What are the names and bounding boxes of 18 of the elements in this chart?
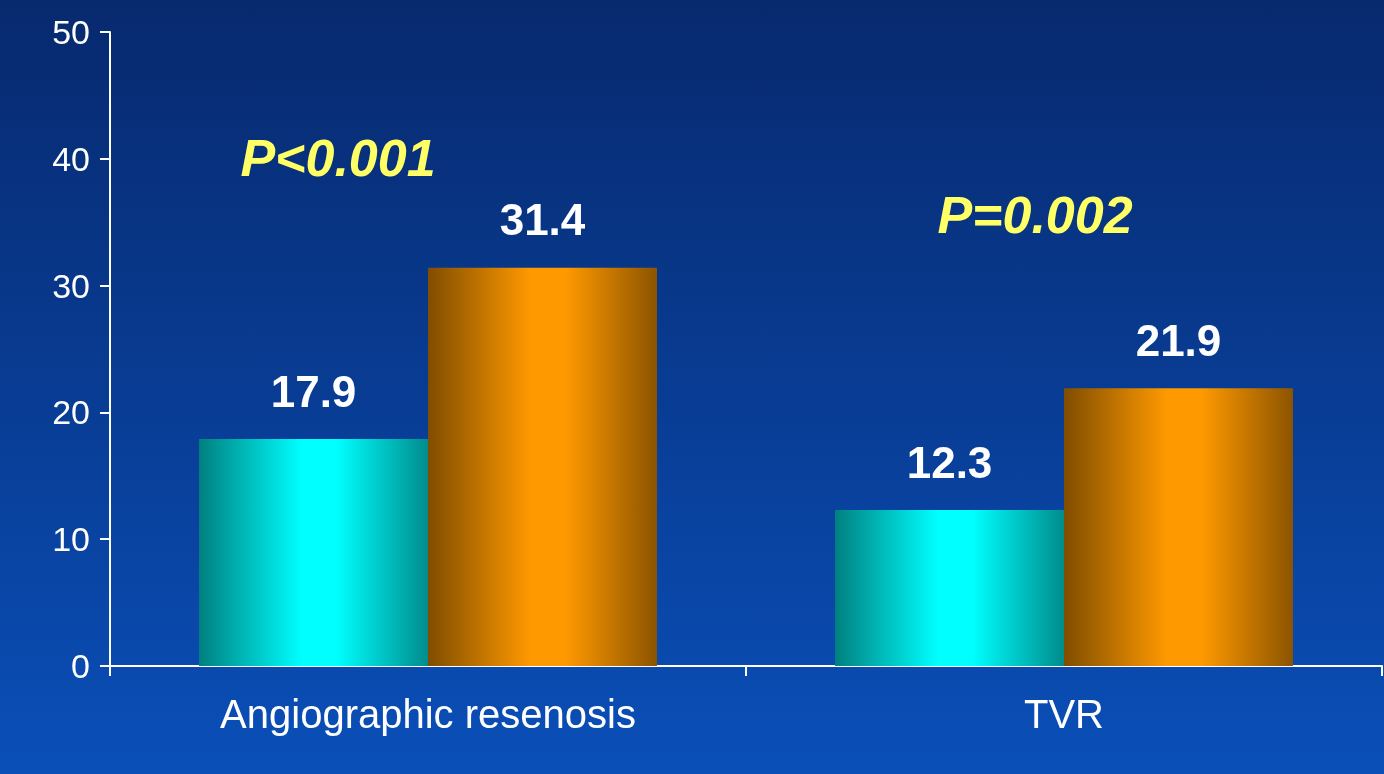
y-tick-label: 50 (52, 13, 90, 51)
x-tick-label: TVR (1024, 692, 1104, 736)
y-tick-label: 10 (52, 520, 90, 559)
y-tick-label: 30 (52, 266, 90, 305)
data-label: 17.9 (270, 366, 357, 416)
y-tick-label: 20 (52, 393, 90, 432)
bar (428, 267, 657, 666)
bar (199, 439, 428, 666)
y-tick-label: 0 (71, 647, 90, 685)
x-tick-label: Angiographic resenosis (220, 692, 636, 736)
y-tick-label: 40 (52, 139, 90, 178)
bar (1064, 388, 1293, 666)
data-label: 21.9 (1135, 315, 1222, 365)
data-label: 12.3 (906, 437, 993, 487)
annotation: P<0.001 (240, 129, 436, 187)
data-label: 31.4 (499, 195, 586, 245)
annotation: P=0.002 (937, 186, 1133, 244)
bar (835, 510, 1064, 666)
